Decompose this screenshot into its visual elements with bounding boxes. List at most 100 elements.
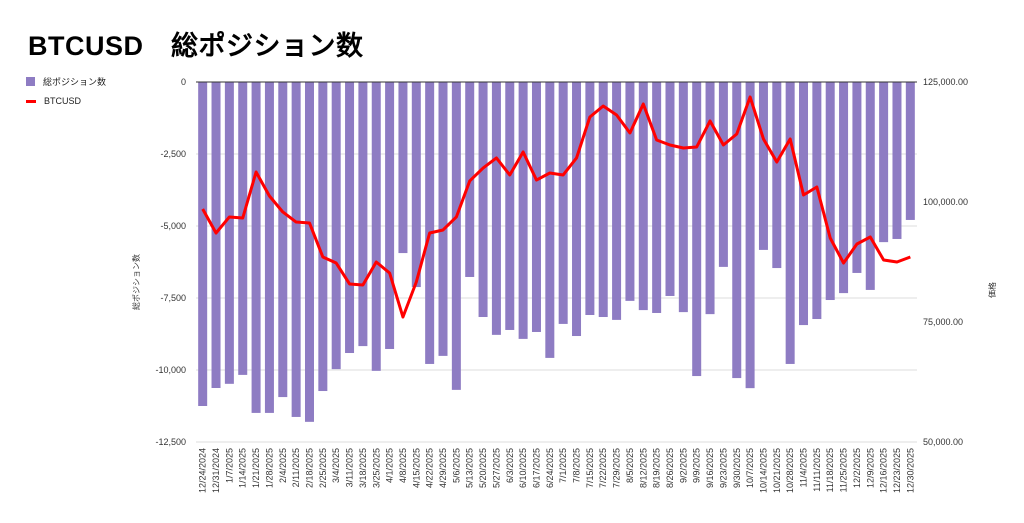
bar (358, 82, 368, 347)
x-tick-label: 11/4/2025 (799, 448, 809, 487)
y2-tick-label: 75,000.00 (923, 317, 963, 327)
x-tick-label: 12/30/2025 (905, 448, 915, 493)
x-tick-label: 8/19/2025 (652, 448, 662, 488)
x-tick-label: 12/24/2024 (198, 448, 208, 493)
bar (505, 82, 515, 330)
x-tick-label: 1/14/2025 (238, 448, 248, 488)
bar (291, 82, 301, 417)
legend-item-btcusd: BTCUSD (26, 96, 81, 106)
bar (598, 82, 608, 318)
x-tick-label: 6/10/2025 (518, 448, 528, 488)
x-tick-label: 7/15/2025 (585, 448, 595, 488)
bar (892, 82, 902, 239)
bar (211, 82, 221, 388)
bar (905, 82, 915, 220)
x-tick-label: 11/18/2025 (825, 448, 835, 492)
bar (278, 82, 288, 398)
bar (692, 82, 702, 377)
bar (638, 82, 648, 311)
x-tick-label: 10/28/2025 (785, 448, 795, 493)
bar (558, 82, 568, 324)
bar (705, 82, 715, 315)
bar (491, 82, 501, 335)
bar (865, 82, 875, 290)
x-tick-label: 12/2/2025 (852, 448, 862, 488)
bar (572, 82, 582, 337)
x-tick-label: 6/24/2025 (545, 448, 555, 488)
y-tick-label: -2,500 (160, 149, 186, 159)
bar (852, 82, 862, 273)
x-tick-label: 3/25/2025 (371, 448, 381, 488)
x-tick-label: 5/6/2025 (451, 448, 461, 483)
x-tick-label: 8/12/2025 (638, 448, 648, 488)
y-tick-label: -7,500 (160, 293, 186, 303)
x-tick-label: 4/1/2025 (385, 448, 395, 483)
x-tick-label: 10/21/2025 (772, 448, 782, 493)
bar (345, 82, 355, 354)
x-tick-label: 3/11/2025 (345, 448, 355, 487)
x-tick-label: 12/9/2025 (865, 448, 875, 488)
x-tick-label: 9/30/2025 (732, 448, 742, 488)
y-tick-label: -10,000 (155, 365, 186, 375)
x-tick-label: 4/8/2025 (398, 448, 408, 483)
bar (331, 82, 341, 370)
bar (411, 82, 421, 288)
bar (652, 82, 662, 313)
x-tick-label: 1/21/2025 (251, 448, 261, 488)
x-tick-label: 2/25/2025 (318, 448, 328, 488)
x-tick-label: 4/22/2025 (425, 448, 435, 488)
x-tick-label: 12/16/2025 (879, 448, 889, 493)
x-tick-label: 9/9/2025 (692, 448, 702, 483)
bar (585, 82, 595, 315)
x-tick-label: 12/23/2025 (892, 448, 902, 493)
x-tick-label: 2/18/2025 (304, 448, 314, 488)
y2-tick-label: 100,000.00 (923, 197, 968, 207)
bar (318, 82, 328, 392)
x-tick-label: 9/16/2025 (705, 448, 715, 488)
bar (238, 82, 248, 375)
x-tick-label: 5/13/2025 (465, 448, 475, 488)
bar (198, 82, 208, 406)
x-tick-label: 7/22/2025 (598, 448, 608, 488)
bar (825, 82, 835, 301)
legend-swatch-bar (26, 77, 35, 86)
x-tick-label: 11/25/2025 (839, 448, 849, 492)
x-tick-label: 1/28/2025 (264, 448, 274, 488)
x-tick-label: 4/15/2025 (411, 448, 421, 488)
bar (785, 82, 795, 364)
x-tick-label: 1/7/2025 (224, 448, 234, 483)
bar (625, 82, 635, 301)
x-tick-label: 9/2/2025 (678, 448, 688, 483)
legend-label-btcusd: BTCUSD (44, 96, 82, 106)
chart-title: BTCUSD 総ポジション数 (28, 31, 364, 61)
bar (398, 82, 408, 254)
bar (385, 82, 395, 349)
legend-swatch-line (26, 99, 36, 103)
bar (758, 82, 768, 250)
x-tick-label: 4/29/2025 (438, 448, 448, 488)
y2-axis-title: 価格 (987, 282, 997, 298)
legend-item-positions: 総ポジション数 (26, 75, 106, 88)
y-axis-title: 総ポジション数 (131, 254, 141, 310)
bar (678, 82, 688, 313)
bar (839, 82, 849, 294)
y2-tick-label: 125,000.00 (923, 77, 968, 87)
x-tick-label: 7/8/2025 (572, 448, 582, 483)
y2-tick-label: 50,000.00 (923, 437, 963, 447)
bar (478, 82, 488, 318)
bar (438, 82, 448, 356)
bar (451, 82, 461, 390)
bar (772, 82, 782, 269)
x-tick-label: 10/7/2025 (745, 448, 755, 488)
bar (304, 82, 314, 422)
x-tick-label: 11/11/2025 (812, 448, 822, 492)
x-tick-label: 6/3/2025 (505, 448, 515, 483)
x-tick-label: 8/26/2025 (665, 448, 675, 488)
bar (545, 82, 555, 358)
x-tick-label: 5/27/2025 (491, 448, 501, 488)
x-tick-label: 6/17/2025 (531, 448, 541, 488)
legend-label-positions: 総ポジション数 (43, 77, 107, 87)
bar (425, 82, 435, 364)
x-tick-label: 2/11/2025 (291, 448, 301, 487)
